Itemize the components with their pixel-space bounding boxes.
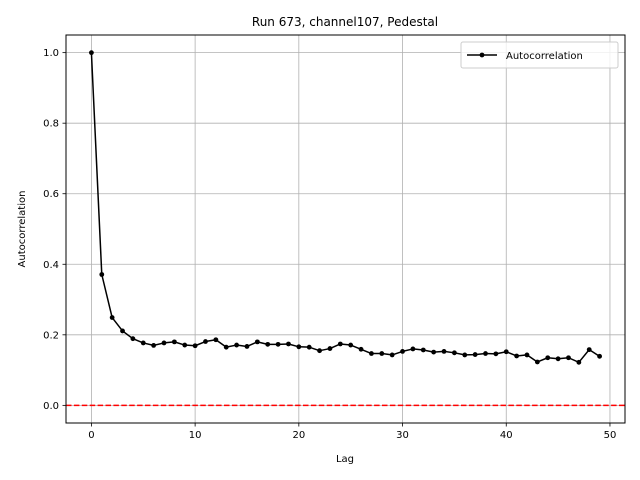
x-tick-label: 50 [604,430,617,441]
data-point [275,341,281,347]
data-point [462,352,468,358]
x-tick-label: 0 [88,430,94,441]
data-point [213,337,219,343]
data-point [369,351,374,356]
data-point [545,355,551,361]
data-point [244,344,250,349]
data-point [265,341,271,347]
data-point [576,359,582,365]
data-point [358,346,364,352]
data-point [317,348,322,354]
data-point [472,352,478,357]
x-tick-label: 10 [189,430,202,441]
data-point [161,340,167,346]
data-point [586,347,592,353]
series-layer [89,50,602,365]
data-point [524,352,530,358]
data-point [171,339,177,345]
y-tick-label: 1.0 [43,48,59,59]
data-point [555,356,561,362]
data-point [296,344,302,350]
chart-title: Run 673, channel107, Pedestal [252,15,438,29]
data-point [234,342,240,348]
data-point [410,346,416,352]
data-point [400,348,405,354]
data-point [483,351,488,356]
legend-box [460,41,619,69]
data-point [130,336,136,342]
data-point [327,346,333,351]
data-point [379,351,385,356]
data-point [182,342,188,348]
x-tick-label: 30 [396,430,409,441]
data-point [441,348,447,354]
y-tick-label: 0.2 [43,330,59,341]
legend-marker-sample [479,52,485,58]
data-point [99,272,105,277]
data-point [120,328,125,334]
y-tick-label: 0.6 [43,189,59,200]
data-point [503,349,509,355]
x-tick-label: 20 [292,430,305,441]
data-point [493,351,499,357]
y-tick-label: 0.0 [43,401,59,412]
y-tick-label: 0.4 [43,260,59,271]
data-point [337,341,343,347]
data-point [286,341,291,347]
data-point [192,343,198,349]
y-tick-label: 0.8 [43,119,59,130]
data-point [451,350,457,356]
x-axis: 0 10 20 30 40 50 [88,423,616,441]
plot-frame [65,34,626,424]
data-point [389,352,395,358]
data-point [534,359,540,365]
grid [66,35,625,423]
y-axis: 0.0 0.2 0.4 0.6 0.8 1.0 [43,48,66,412]
y-axis-label: Autocorrelation [17,191,28,268]
data-point [431,349,437,355]
data-point [89,50,94,56]
x-tick-label: 40 [500,430,513,441]
data-point [203,339,208,344]
data-point [254,339,260,345]
data-point [566,355,571,361]
data-point [597,353,602,359]
data-point [140,340,146,346]
data-point [420,347,426,353]
legend: Autocorrelation [460,41,619,69]
data-point [348,342,354,348]
data-point [223,344,229,350]
data-point [306,344,312,350]
data-point [514,353,520,359]
data-point [109,315,115,320]
data-point [151,343,157,348]
legend-label: Autocorrelation [506,51,583,62]
x-axis-label: Lag [336,454,354,465]
